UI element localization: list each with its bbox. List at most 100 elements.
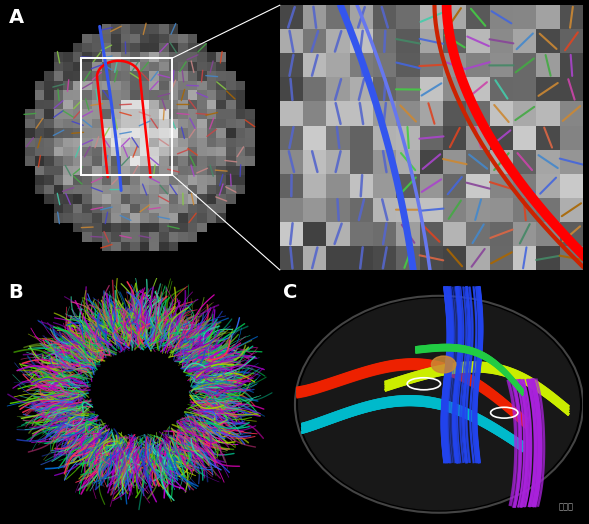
Bar — [54, 62, 64, 71]
Bar — [168, 232, 178, 242]
Bar — [140, 43, 150, 52]
Bar — [92, 109, 102, 118]
Bar — [25, 157, 35, 166]
Bar — [168, 81, 178, 90]
Bar — [73, 81, 82, 90]
Bar — [102, 147, 111, 157]
Bar — [188, 118, 197, 128]
Bar — [197, 100, 207, 109]
Bar — [326, 53, 350, 78]
Bar — [140, 242, 150, 251]
Bar — [159, 128, 168, 138]
Bar — [226, 128, 236, 138]
Bar — [25, 109, 35, 118]
Bar — [130, 223, 140, 232]
Bar — [82, 166, 92, 176]
Bar — [513, 149, 537, 173]
Bar — [188, 213, 197, 223]
Bar — [92, 118, 102, 128]
Bar — [207, 100, 216, 109]
Bar — [73, 52, 82, 62]
Bar — [44, 109, 54, 118]
Bar — [188, 128, 197, 138]
Bar — [54, 166, 64, 176]
Bar — [197, 128, 207, 138]
Bar — [490, 78, 513, 102]
Bar — [490, 149, 513, 173]
Bar — [130, 24, 140, 34]
Bar — [121, 24, 130, 34]
Bar — [188, 157, 197, 166]
Bar — [226, 118, 236, 128]
Bar — [150, 118, 159, 128]
Bar — [111, 81, 121, 90]
Bar — [44, 90, 54, 100]
Bar — [73, 185, 82, 194]
Bar — [350, 198, 373, 222]
Bar — [513, 29, 537, 53]
Bar — [188, 62, 197, 71]
Bar — [513, 102, 537, 126]
Bar — [188, 34, 197, 43]
Bar — [64, 213, 73, 223]
Bar — [537, 246, 560, 270]
Bar — [236, 166, 245, 176]
Bar — [168, 138, 178, 147]
Bar — [245, 118, 254, 128]
Bar — [121, 62, 130, 71]
Bar — [443, 198, 466, 222]
Bar — [92, 90, 102, 100]
Bar — [150, 138, 159, 147]
Ellipse shape — [299, 299, 580, 510]
Bar — [92, 194, 102, 204]
Bar — [111, 52, 121, 62]
Bar — [350, 149, 373, 173]
Bar — [188, 52, 197, 62]
Bar — [150, 147, 159, 157]
Bar — [102, 109, 111, 118]
Bar — [466, 5, 490, 29]
Bar — [130, 90, 140, 100]
Bar — [150, 176, 159, 185]
Bar — [178, 109, 188, 118]
Bar — [420, 222, 443, 246]
Bar — [350, 29, 373, 53]
Bar — [111, 90, 121, 100]
Bar — [44, 176, 54, 185]
Bar — [490, 126, 513, 149]
Bar — [226, 71, 236, 81]
Bar — [216, 194, 226, 204]
Bar — [560, 5, 583, 29]
Bar — [82, 52, 92, 62]
Bar — [303, 29, 326, 53]
Bar — [466, 53, 490, 78]
Bar — [54, 118, 64, 128]
Bar — [373, 5, 396, 29]
Bar — [168, 71, 178, 81]
Bar — [396, 246, 420, 270]
Bar — [226, 138, 236, 147]
Bar — [102, 166, 111, 176]
Bar — [111, 138, 121, 147]
Bar — [207, 90, 216, 100]
Bar — [92, 176, 102, 185]
Bar — [102, 52, 111, 62]
Bar — [280, 126, 303, 149]
Bar — [168, 52, 178, 62]
Bar — [92, 185, 102, 194]
Bar — [92, 204, 102, 213]
Bar — [326, 149, 350, 173]
Bar — [168, 100, 178, 109]
Bar — [35, 128, 44, 138]
Bar — [513, 5, 537, 29]
Bar — [178, 166, 188, 176]
Bar — [188, 185, 197, 194]
Bar — [159, 43, 168, 52]
Bar — [64, 90, 73, 100]
Bar — [537, 78, 560, 102]
Bar — [73, 166, 82, 176]
Bar — [303, 53, 326, 78]
Bar — [207, 138, 216, 147]
Bar — [197, 43, 207, 52]
Bar — [150, 223, 159, 232]
